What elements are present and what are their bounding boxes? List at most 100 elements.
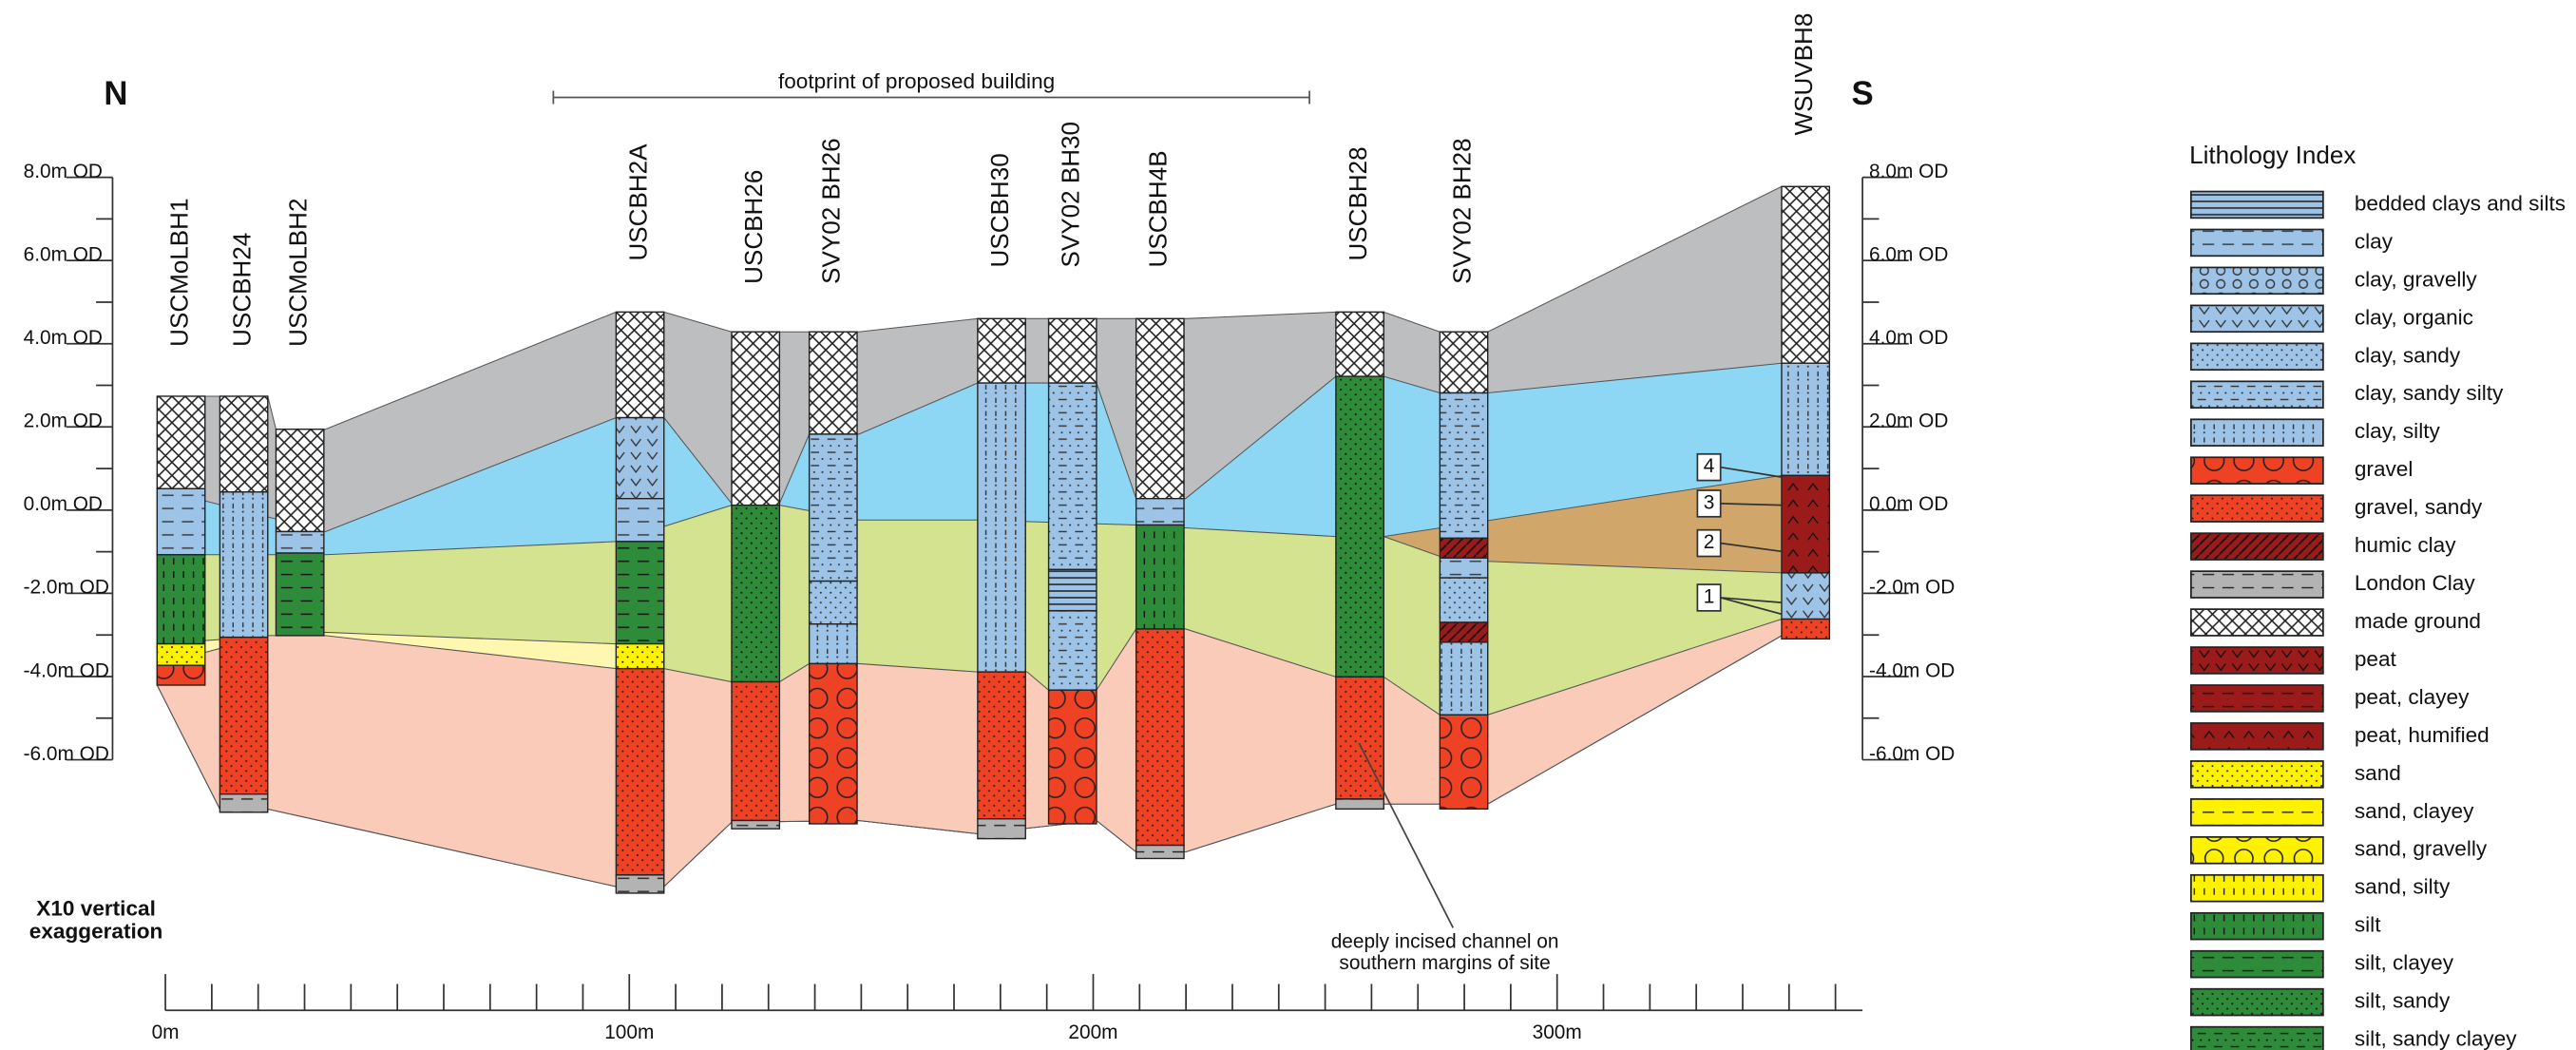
legend-swatch bbox=[2191, 457, 2323, 484]
borehole-unit bbox=[1440, 578, 1487, 622]
borehole-unit bbox=[1136, 525, 1184, 629]
borehole-unit bbox=[616, 669, 663, 875]
borehole-unit bbox=[732, 332, 779, 505]
legend-label: sand, silty bbox=[2355, 875, 2451, 899]
borehole-label: USCBH2A bbox=[623, 143, 652, 261]
annotation-line: southern margins of site bbox=[1339, 952, 1550, 974]
borehole-unit bbox=[157, 396, 204, 488]
borehole-unit bbox=[1336, 677, 1383, 799]
borehole-unit bbox=[1440, 558, 1487, 578]
borehole-unit bbox=[732, 682, 779, 821]
borehole-unit bbox=[219, 638, 267, 794]
borehole-unit bbox=[732, 820, 779, 829]
borehole-unit bbox=[157, 665, 204, 685]
distance-label: 200m bbox=[1068, 1021, 1117, 1043]
borehole-unit bbox=[1049, 318, 1097, 383]
legend-swatch bbox=[2191, 419, 2323, 446]
legend-swatch bbox=[2191, 192, 2323, 219]
elevation-label: -4.0m OD bbox=[24, 659, 109, 681]
legend-label: peat bbox=[2355, 647, 2397, 671]
borehole-unit bbox=[1440, 332, 1487, 392]
borehole-unit bbox=[1136, 846, 1184, 859]
legend-swatch bbox=[2191, 230, 2323, 257]
legend-label: sand bbox=[2355, 761, 2401, 785]
borehole-unit bbox=[1782, 573, 1829, 620]
borehole-unit bbox=[276, 531, 323, 553]
legend-swatch bbox=[2191, 343, 2323, 370]
callout-label: 4 bbox=[1704, 455, 1715, 477]
elevation-label: -2.0m OD bbox=[1869, 577, 1955, 599]
borehole-unit bbox=[219, 492, 267, 638]
borehole-unit bbox=[1782, 363, 1829, 475]
page: {"compass":{"north":"N","south":"S"}, "b… bbox=[0, 0, 2576, 1050]
elevation-label: -6.0m OD bbox=[1869, 743, 1955, 765]
legend-label: clay, sandy silty bbox=[2355, 381, 2504, 405]
legend-swatch bbox=[2191, 685, 2323, 712]
callout-label: 1 bbox=[1704, 585, 1715, 607]
legend-title: Lithology Index bbox=[2189, 141, 2356, 169]
legend-swatch bbox=[2191, 989, 2323, 1016]
legend-label: clay, silty bbox=[2355, 419, 2441, 443]
borehole-label: SVY02 BH30 bbox=[1057, 122, 1085, 267]
borehole-unit bbox=[1336, 312, 1383, 376]
footprint-label: footprint of proposed building bbox=[778, 69, 1055, 93]
borehole-unit bbox=[616, 542, 663, 644]
legend-swatch bbox=[2191, 495, 2323, 522]
borehole-unit bbox=[1336, 799, 1383, 809]
borehole-unit bbox=[616, 644, 663, 669]
borehole-unit bbox=[810, 332, 857, 434]
legend-label: sand, clayey bbox=[2355, 799, 2474, 823]
borehole-label: USCMoLBH1 bbox=[164, 199, 193, 347]
distance-label: 100m bbox=[604, 1021, 654, 1043]
legend-label: bedded clays and silts bbox=[2355, 191, 2566, 215]
legend-swatch bbox=[2191, 913, 2323, 940]
legend-swatch bbox=[2191, 875, 2323, 902]
borehole-unit bbox=[810, 434, 857, 582]
legend-label: clay, gravelly bbox=[2355, 267, 2478, 291]
legend: Lithology Index bedded clays and silts cl… bbox=[2189, 141, 2566, 1050]
legend-swatch bbox=[2191, 799, 2323, 826]
legend-label: clay, organic bbox=[2355, 305, 2473, 329]
legend-label: London Clay bbox=[2355, 571, 2475, 595]
borehole-unit bbox=[616, 499, 663, 542]
elevation-label: 0.0m OD bbox=[1869, 493, 1948, 515]
borehole-unit bbox=[1440, 622, 1487, 642]
borehole-unit bbox=[1049, 690, 1097, 824]
borehole-unit bbox=[1136, 499, 1184, 525]
borehole-unit bbox=[732, 506, 779, 682]
borehole-unit bbox=[157, 644, 204, 666]
borehole-label: USCBH26 bbox=[739, 170, 768, 284]
borehole-label: USCBH30 bbox=[985, 153, 1014, 267]
borehole-unit bbox=[978, 819, 1025, 839]
borehole-label: USCBH28 bbox=[1344, 146, 1372, 260]
legend-label: peat, humified bbox=[2355, 723, 2490, 747]
elevation-label: -6.0m OD bbox=[24, 743, 109, 765]
borehole-unit bbox=[157, 555, 204, 644]
borehole-unit bbox=[219, 396, 267, 492]
borehole-unit bbox=[1440, 538, 1487, 558]
borehole-label: USCMoLBH2 bbox=[284, 199, 313, 347]
legend-swatch bbox=[2191, 381, 2323, 408]
distance-label: 0m bbox=[152, 1021, 180, 1043]
legend-swatch bbox=[2191, 609, 2323, 636]
borehole-unit bbox=[276, 553, 323, 636]
legend-swatch bbox=[2191, 723, 2323, 750]
elevation-label: 4.0m OD bbox=[24, 327, 103, 349]
legend-swatch bbox=[2191, 1027, 2323, 1050]
elevation-label: 8.0m OD bbox=[1869, 161, 1948, 182]
borehole-unit bbox=[978, 318, 1025, 383]
elevation-label: 6.0m OD bbox=[1869, 243, 1948, 265]
borehole-unit bbox=[276, 430, 323, 532]
borehole-unit bbox=[1440, 393, 1487, 539]
elevation-label: 6.0m OD bbox=[24, 243, 103, 265]
legend-swatch bbox=[2191, 647, 2323, 674]
south-label: S bbox=[1852, 76, 1874, 112]
elevation-label: -2.0m OD bbox=[24, 577, 109, 599]
legend-swatch bbox=[2191, 951, 2323, 978]
borehole-unit bbox=[810, 663, 857, 824]
elevation-label: 4.0m OD bbox=[1869, 327, 1948, 349]
borehole-unit bbox=[1049, 569, 1097, 610]
legend-label: made ground bbox=[2355, 609, 2481, 633]
borehole-unit bbox=[219, 794, 267, 812]
borehole-unit bbox=[1440, 715, 1487, 809]
